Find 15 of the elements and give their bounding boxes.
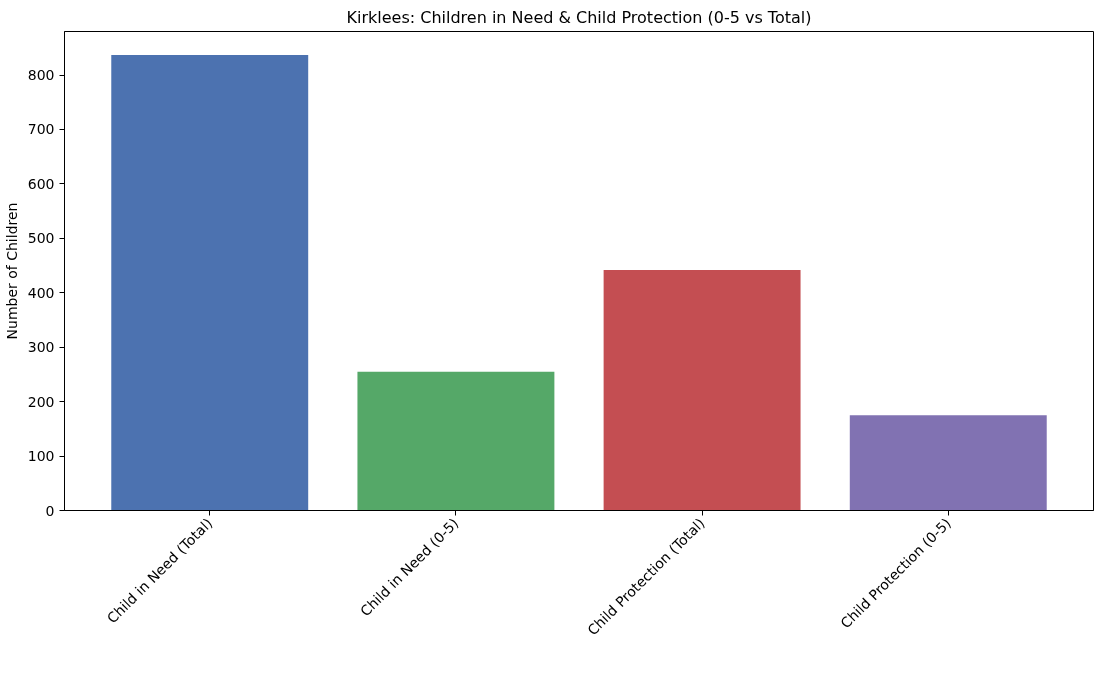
bar (849, 415, 1047, 511)
y-tick-label: 500 (27, 230, 55, 247)
y-tick-label: 600 (27, 175, 55, 192)
y-tick-label: 0 (45, 502, 55, 519)
bar (357, 371, 555, 511)
y-axis-title: Number of Children (3, 202, 20, 340)
y-tick-label: 100 (27, 448, 55, 465)
y-tick-label: 300 (27, 339, 55, 356)
bar (603, 269, 801, 511)
y-tick-label: 800 (27, 67, 55, 84)
chart-title: Kirklees: Children in Need & Child Protection (0-5 vs Total) (346, 7, 812, 27)
bar (111, 54, 309, 511)
y-tick-label: 400 (27, 284, 55, 301)
y-tick-label: 700 (27, 121, 55, 138)
y-tick-label: 200 (27, 393, 55, 410)
